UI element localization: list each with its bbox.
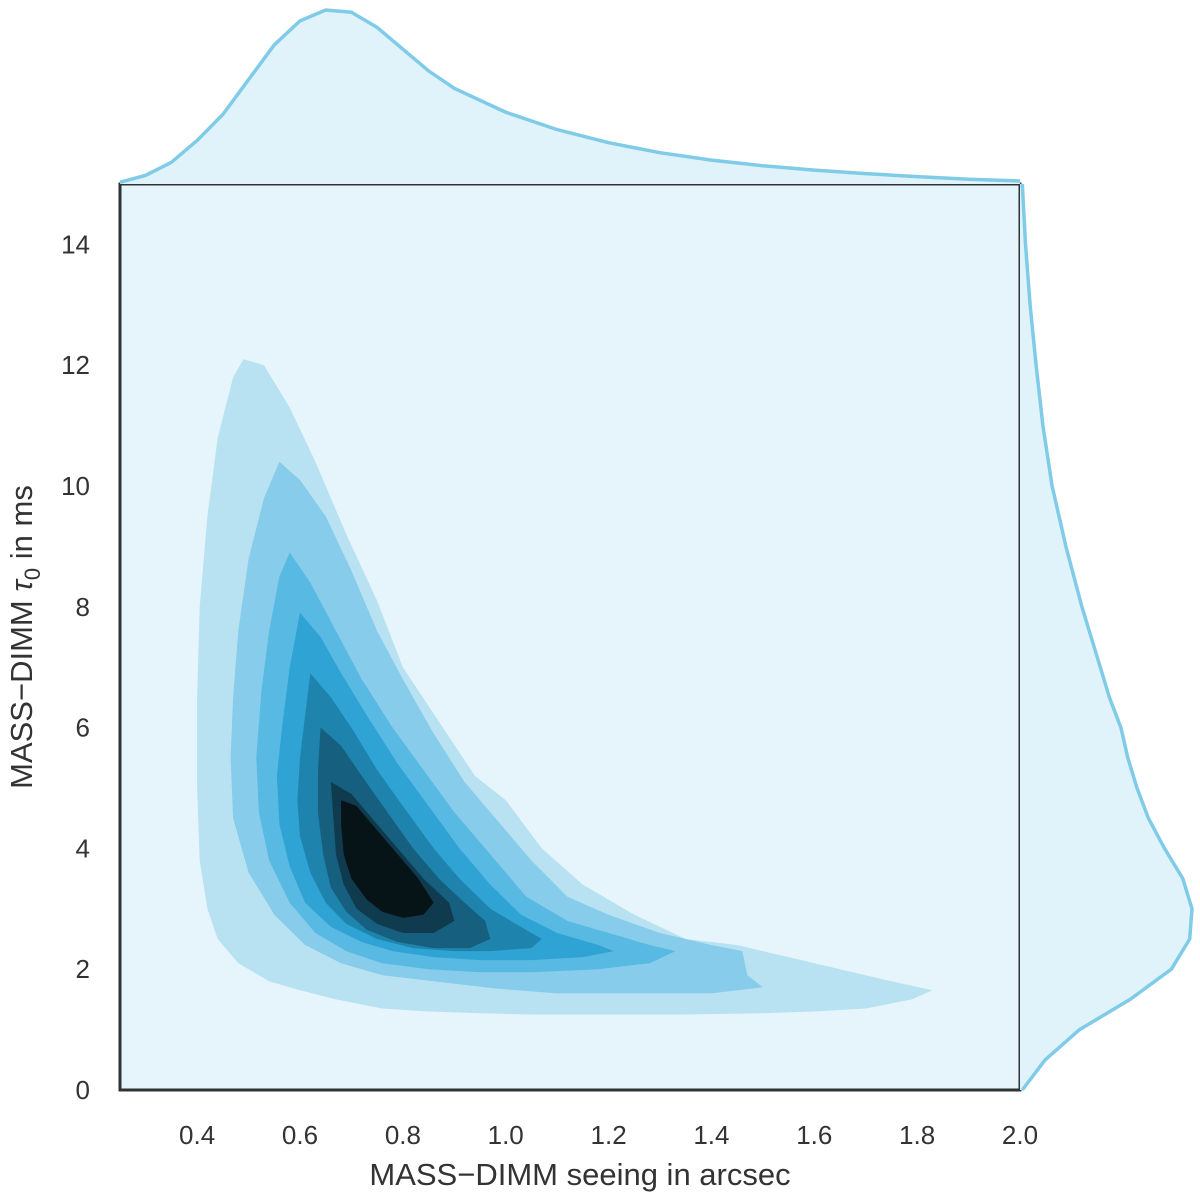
- x-tick-label: 0.8: [385, 1120, 421, 1150]
- x-tick-label: 1.2: [591, 1120, 627, 1150]
- y-tick-label: 12: [61, 350, 90, 380]
- y-marginal-density-fill: [1020, 184, 1192, 1090]
- contour-level-8: [341, 800, 434, 918]
- y-tick-label: 10: [61, 471, 90, 501]
- x-tick-label: 1.8: [899, 1120, 935, 1150]
- y-tick-labels: 0 2 4 6 8 10 12 14: [61, 229, 90, 1105]
- x-tick-label: 1.6: [796, 1120, 832, 1150]
- y-tick-label: 4: [76, 833, 90, 863]
- y-tick-label: 0: [76, 1075, 90, 1105]
- x-tick-label: 0.4: [179, 1120, 215, 1150]
- y-axis-label: MASS−DIMM τ0 in ms: [4, 485, 45, 789]
- y-tick-label: 8: [76, 592, 90, 622]
- x-tick-label: 2.0: [1002, 1120, 1038, 1150]
- contour-layer: [197, 359, 933, 1015]
- y-tick-label: 2: [76, 954, 90, 984]
- x-tick-label: 1.4: [693, 1120, 729, 1150]
- x-marginal-density-line: [119, 8, 1021, 184]
- x-marginal-density-fill: [120, 10, 1020, 184]
- x-axis-label: MASS−DIMM seeing in arcsec: [369, 1157, 790, 1192]
- y-tick-label: 6: [76, 713, 90, 743]
- x-tick-labels: 0.4 0.6 0.8 1.0 1.2 1.4 1.6 1.8 2.0: [179, 1120, 1038, 1150]
- x-tick-label: 0.6: [282, 1120, 318, 1150]
- y-marginal-density-line: [1020, 183, 1194, 1092]
- x-tick-label: 1.0: [488, 1120, 524, 1150]
- y-tick-label: 14: [61, 229, 90, 259]
